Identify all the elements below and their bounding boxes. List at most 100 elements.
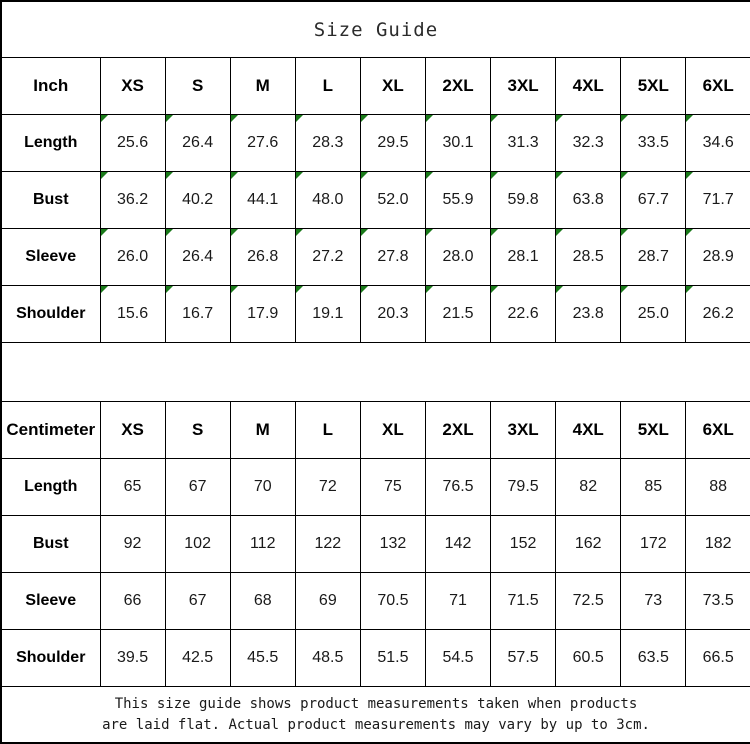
cell-bust-5xl-centimeter: 172	[620, 515, 687, 573]
cell-sleeve-2xl-inch: 28.0	[424, 228, 492, 286]
cell-length-s-centimeter: 67	[164, 458, 231, 516]
cell-length-2xl-centimeter: 76.5	[424, 458, 492, 516]
cell-shoulder-l-centimeter: 48.5	[294, 629, 361, 687]
cell-sleeve-4xl-inch: 28.5	[555, 228, 622, 286]
cell-sleeve-6xl-inch: 28.9	[685, 228, 750, 286]
cell-sleeve-xs-inch: 26.0	[99, 228, 166, 286]
cell-sleeve-3xl-inch: 28.1	[490, 228, 557, 286]
note-line-1: This size guide shows product measuremen…	[114, 695, 638, 712]
table-row: Bust 92 102 112 122 132 142 152 162 172 182	[0, 515, 750, 573]
cell-bust-3xl-centimeter: 152	[490, 515, 557, 573]
cell-sleeve-xl-inch: 27.8	[359, 228, 426, 286]
cell-length-4xl-centimeter: 82	[555, 458, 622, 516]
cell-length-3xl-centimeter: 79.5	[490, 458, 557, 516]
cell-shoulder-s-inch: 16.7	[164, 285, 231, 343]
size-header-s: S	[164, 401, 231, 459]
table-row: Bust 36.2 40.2 44.1 48.0 52.0 55.9 59.8 63.8 67.7…	[0, 171, 750, 229]
cell-sleeve-xl-centimeter: 70.5	[359, 572, 426, 630]
size-header-6xl: 6XL	[685, 401, 750, 459]
cell-bust-4xl-centimeter: 162	[555, 515, 622, 573]
size-guide-note: This size guide shows product measuremen…	[0, 686, 750, 744]
note-section: This size guide shows product measuremen…	[0, 686, 750, 744]
cell-sleeve-4xl-centimeter: 72.5	[555, 572, 622, 630]
table-row: Sleeve 26.0 26.4 26.8 27.2 27.8 28.0 28.1 28.5 28…	[0, 228, 750, 286]
cell-sleeve-s-centimeter: 67	[164, 572, 231, 630]
row-label-shoulder-inch: Shoulder	[0, 285, 101, 343]
cell-bust-xl-centimeter: 132	[359, 515, 426, 573]
cell-length-6xl-inch: 34.6	[685, 114, 750, 172]
cell-length-5xl-inch: 33.5	[620, 114, 687, 172]
cell-length-3xl-inch: 31.3	[490, 114, 557, 172]
cell-bust-5xl-inch: 67.7	[620, 171, 687, 229]
row-label-length-centimeter: Length	[0, 458, 101, 516]
size-header-xs: XS	[99, 401, 166, 459]
cell-bust-2xl-inch: 55.9	[424, 171, 492, 229]
table-row: Sleeve 66 67 68 69 70.5 71 71.5 72.5 73 73.5	[0, 572, 750, 630]
table-spacer-section	[0, 342, 750, 402]
note-row: This size guide shows product measuremen…	[0, 686, 750, 744]
cell-shoulder-xl-centimeter: 51.5	[359, 629, 426, 687]
cell-length-4xl-inch: 32.3	[555, 114, 622, 172]
table-row: Length 65 67 70 72 75 76.5 79.5 82 85 88	[0, 458, 750, 516]
row-label-bust-inch: Bust	[0, 171, 101, 229]
size-header-4xl: 4XL	[555, 401, 622, 459]
size-header-xl: XL	[359, 401, 426, 459]
cell-sleeve-5xl-centimeter: 73	[620, 572, 687, 630]
cell-sleeve-5xl-inch: 28.7	[620, 228, 687, 286]
cell-sleeve-xs-centimeter: 66	[99, 572, 166, 630]
cell-bust-xl-inch: 52.0	[359, 171, 426, 229]
spacer-cell	[0, 342, 750, 402]
table-row: Length 25.6 26.4 27.6 28.3 29.5 30.1 31.3 32.3 33…	[0, 114, 750, 172]
unit-header-centimeter: Centimeter	[0, 401, 101, 459]
size-guide-body: Size Guide	[0, 0, 750, 58]
size-header-5xl: 5XL	[620, 401, 687, 459]
cell-shoulder-m-inch: 17.9	[229, 285, 296, 343]
cell-sleeve-m-inch: 26.8	[229, 228, 296, 286]
cell-length-m-inch: 27.6	[229, 114, 296, 172]
row-label-sleeve-centimeter: Sleeve	[0, 572, 101, 630]
cell-sleeve-2xl-centimeter: 71	[424, 572, 492, 630]
cell-sleeve-3xl-centimeter: 71.5	[490, 572, 557, 630]
cell-shoulder-xs-centimeter: 39.5	[99, 629, 166, 687]
spacer-row	[0, 342, 750, 402]
cell-shoulder-2xl-inch: 21.5	[424, 285, 492, 343]
cell-length-xl-centimeter: 75	[359, 458, 426, 516]
cell-bust-l-centimeter: 122	[294, 515, 361, 573]
cell-bust-2xl-centimeter: 142	[424, 515, 492, 573]
inch-table-section: Inch XS S M L XL 2XL 3XL 4XL 5XL 6XL Length 25.6 26.4…	[0, 57, 750, 343]
table-row: Shoulder 15.6 16.7 17.9 19.1 20.3 21.5 22.6 23.8…	[0, 285, 750, 343]
size-header-5xl: 5XL	[620, 57, 687, 115]
cell-sleeve-s-inch: 26.4	[164, 228, 231, 286]
size-header-2xl: 2XL	[424, 401, 492, 459]
cell-shoulder-2xl-centimeter: 54.5	[424, 629, 492, 687]
size-header-2xl: 2XL	[424, 57, 492, 115]
cell-bust-4xl-inch: 63.8	[555, 171, 622, 229]
size-header-3xl: 3XL	[490, 57, 557, 115]
cell-shoulder-3xl-centimeter: 57.5	[490, 629, 557, 687]
cell-length-m-centimeter: 70	[229, 458, 296, 516]
cell-length-xs-centimeter: 65	[99, 458, 166, 516]
size-header-4xl: 4XL	[555, 57, 622, 115]
cell-shoulder-5xl-centimeter: 63.5	[620, 629, 687, 687]
cell-sleeve-l-centimeter: 69	[294, 572, 361, 630]
row-label-shoulder-centimeter: Shoulder	[0, 629, 101, 687]
page-title: Size Guide	[0, 0, 750, 58]
cell-shoulder-xl-inch: 20.3	[359, 285, 426, 343]
cell-sleeve-m-centimeter: 68	[229, 572, 296, 630]
size-header-s: S	[164, 57, 231, 115]
cell-length-5xl-centimeter: 85	[620, 458, 687, 516]
centimeter-table-section: Centimeter XS S M L XL 2XL 3XL 4XL 5XL 6XL Length 65…	[0, 401, 750, 687]
size-header-m: M	[229, 57, 296, 115]
inch-header-row: Inch XS S M L XL 2XL 3XL 4XL 5XL 6XL	[0, 57, 750, 115]
cell-shoulder-l-inch: 19.1	[294, 285, 361, 343]
cell-length-l-inch: 28.3	[294, 114, 361, 172]
cell-length-6xl-centimeter: 88	[685, 458, 750, 516]
cell-shoulder-6xl-centimeter: 66.5	[685, 629, 750, 687]
size-header-m: M	[229, 401, 296, 459]
cell-shoulder-4xl-centimeter: 60.5	[555, 629, 622, 687]
size-header-6xl: 6XL	[685, 57, 750, 115]
cell-shoulder-6xl-inch: 26.2	[685, 285, 750, 343]
cell-length-2xl-inch: 30.1	[424, 114, 492, 172]
